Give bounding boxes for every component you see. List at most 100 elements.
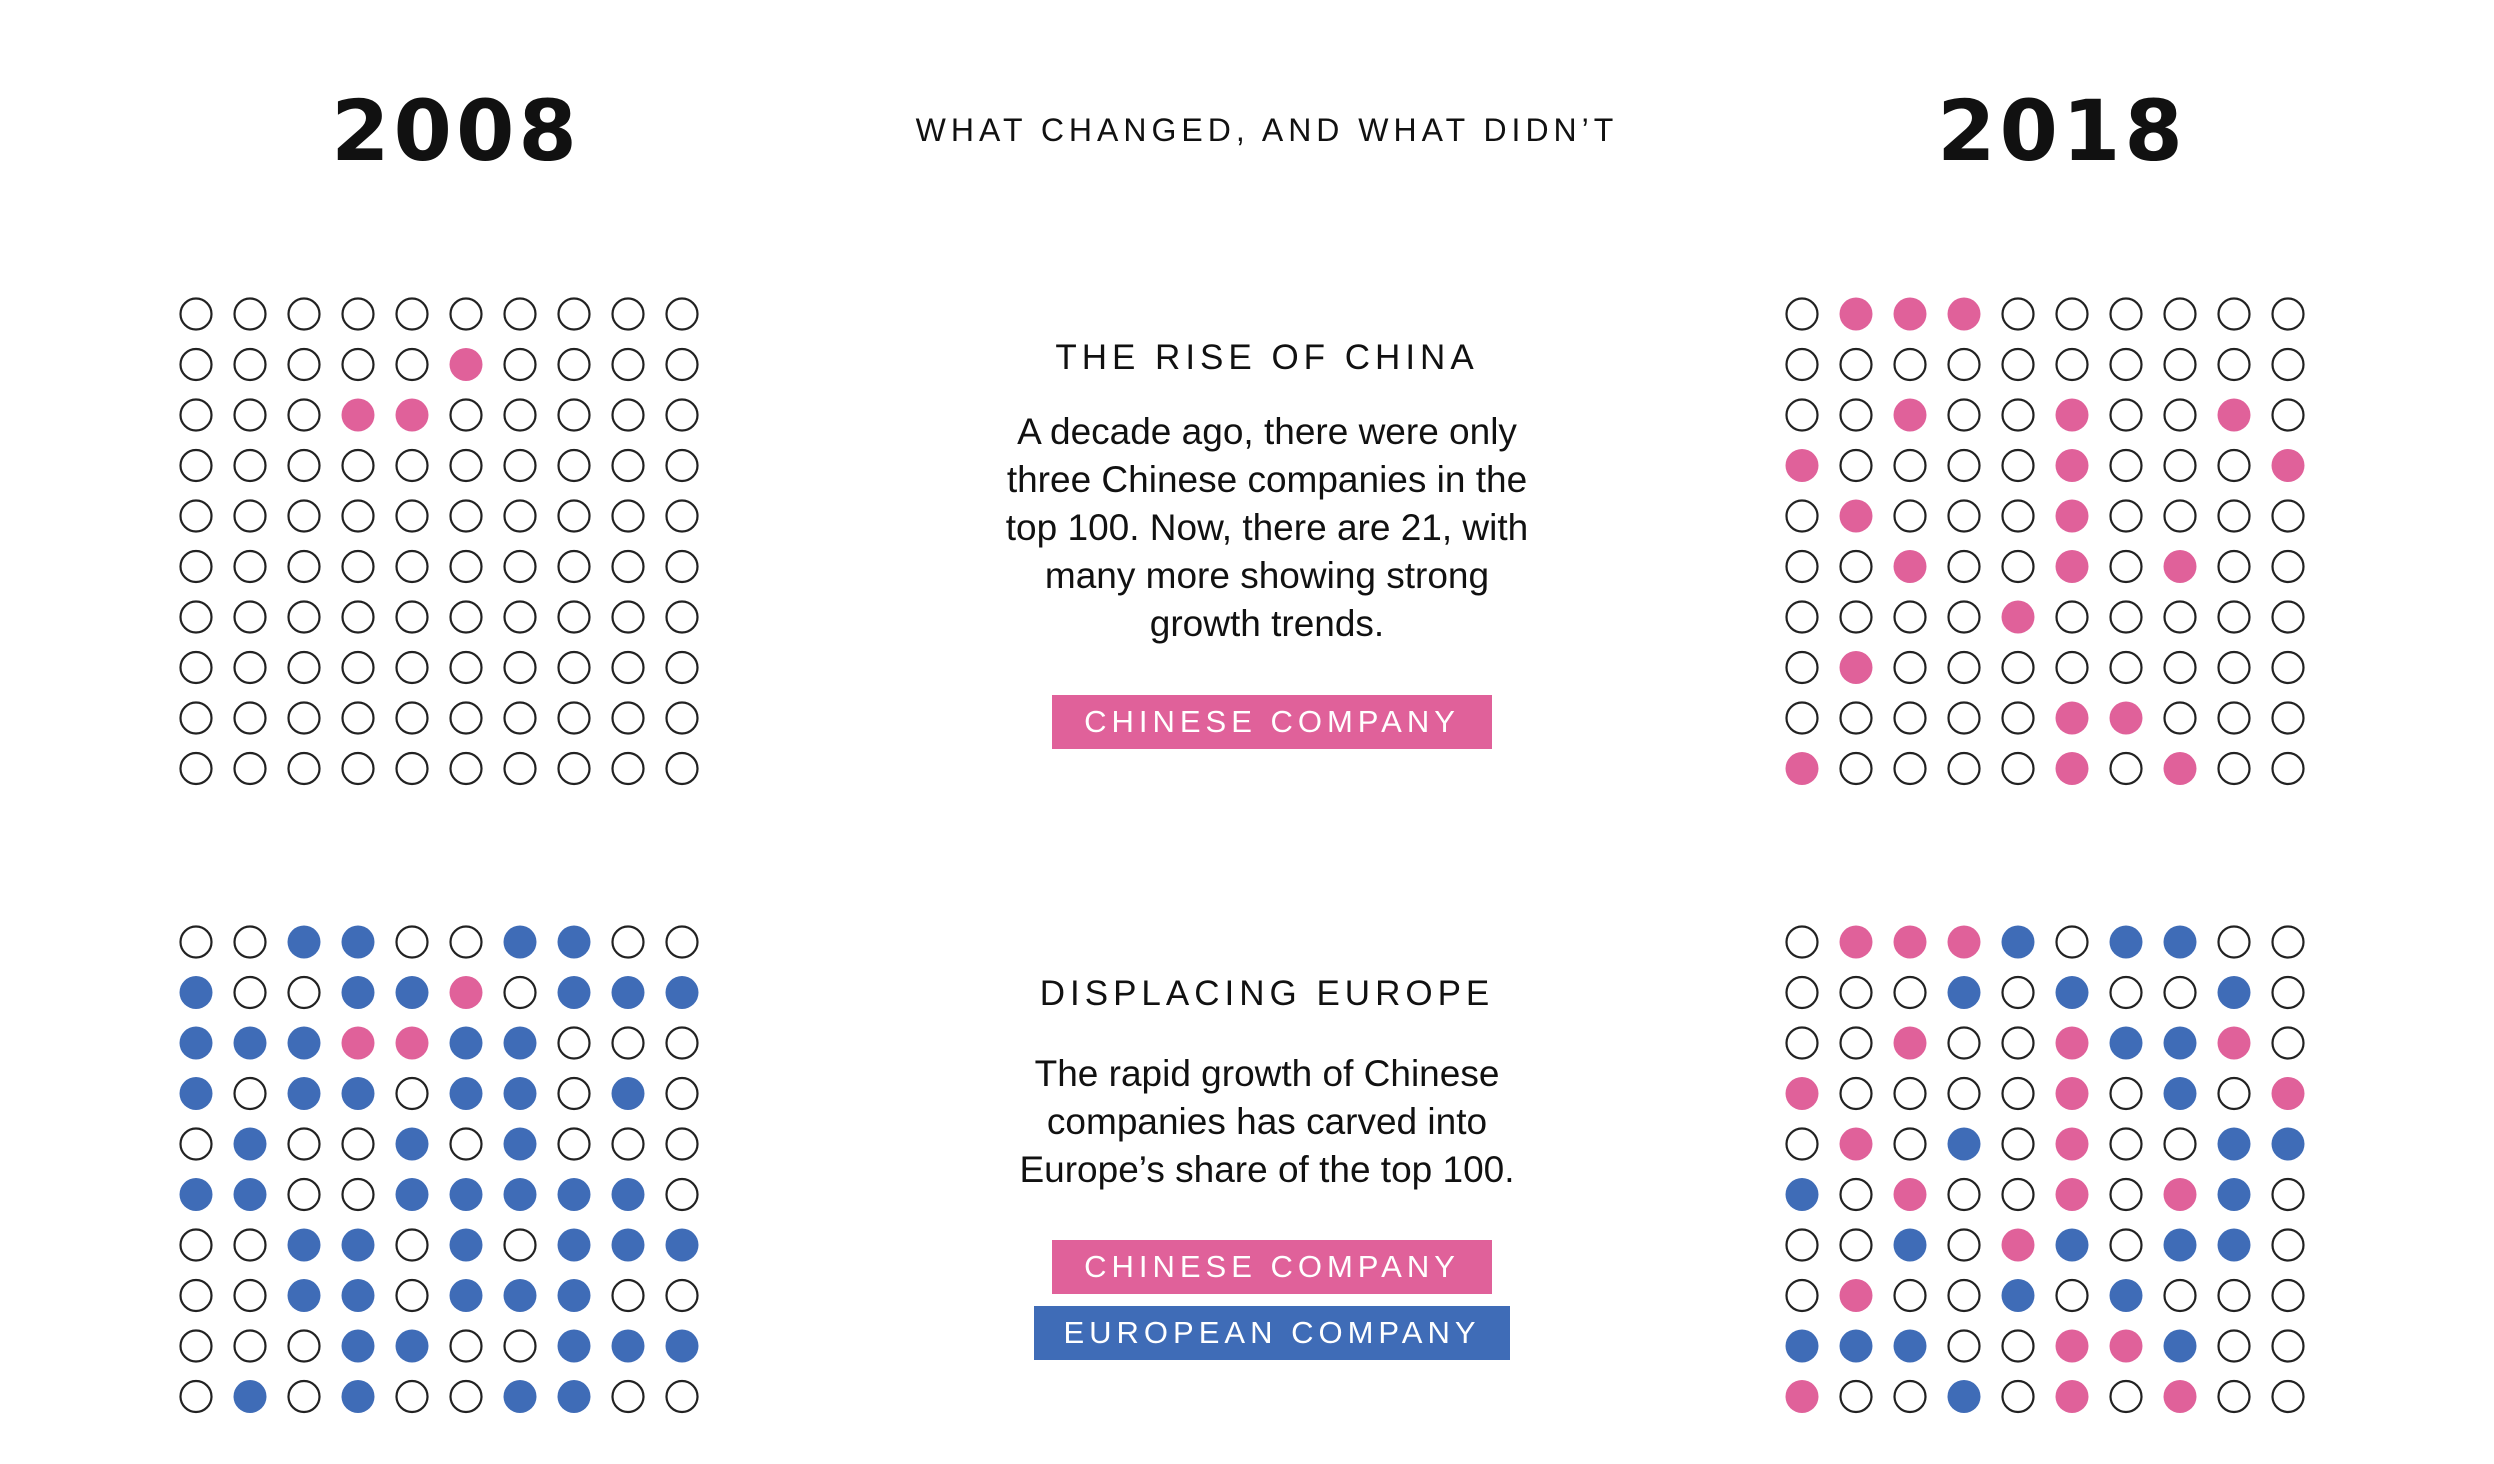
dot-european-company xyxy=(179,1178,213,1211)
dot-european-company xyxy=(611,1178,645,1211)
dot-other-company xyxy=(611,1127,645,1161)
dot-other-company xyxy=(2109,975,2143,1010)
dot-other-company xyxy=(1893,1278,1927,1313)
dot-other-company xyxy=(287,549,321,584)
dot-chinese-company xyxy=(2055,1380,2089,1413)
dot-european-company xyxy=(341,1279,375,1312)
dot-other-company xyxy=(287,650,321,685)
dot-chinese-company xyxy=(1839,297,1873,331)
dot-other-company xyxy=(503,650,537,685)
dot-other-company xyxy=(557,600,591,634)
body-line: many more showing strong xyxy=(1044,555,1490,596)
dot-other-company xyxy=(2163,1278,2197,1313)
dot-other-company xyxy=(395,925,429,959)
dot-other-company xyxy=(2001,347,2035,382)
dot-other-company xyxy=(2163,448,2197,483)
dot-other-company xyxy=(503,600,537,634)
dot-other-company xyxy=(1839,1026,1873,1060)
dot-chinese-company xyxy=(1839,1279,1873,1312)
dot-other-company xyxy=(1785,600,1819,634)
dot-other-company xyxy=(665,347,699,382)
dot-other-company xyxy=(2271,975,2305,1010)
dot-other-company xyxy=(179,1127,213,1161)
dot-other-company xyxy=(1839,1177,1873,1212)
dot-other-company xyxy=(341,600,375,634)
body-line: three Chinese companies in the xyxy=(1006,459,1528,500)
dot-other-company xyxy=(1785,297,1819,331)
dot-other-company xyxy=(1947,751,1981,786)
dot-european-company xyxy=(449,1026,483,1060)
body-line: The rapid growth of Chinese xyxy=(1034,1053,1500,1094)
dot-other-company xyxy=(557,1026,591,1060)
dot-other-company xyxy=(179,347,213,382)
dot-other-company xyxy=(233,650,267,685)
dot-other-company xyxy=(2163,600,2197,634)
dot-european-company xyxy=(611,1228,645,1262)
dot-other-company xyxy=(449,398,483,432)
dot-other-company xyxy=(2001,975,2035,1010)
dot-european-company xyxy=(1785,1329,1819,1363)
dot-european-company xyxy=(2271,1127,2305,1161)
dot-other-company xyxy=(503,1329,537,1363)
dot-other-company xyxy=(611,297,645,331)
dot-other-company xyxy=(341,1177,375,1212)
dot-other-company xyxy=(2109,1076,2143,1111)
dot-other-company xyxy=(233,499,267,533)
dot-chinese-company xyxy=(449,976,483,1009)
dot-european-company xyxy=(449,1178,483,1211)
dot-other-company xyxy=(1785,398,1819,432)
dot-other-company xyxy=(1839,701,1873,735)
dot-other-company xyxy=(1785,650,1819,685)
dot-chinese-company xyxy=(2055,1127,2089,1161)
dot-other-company xyxy=(1893,701,1927,735)
dot-other-company xyxy=(449,600,483,634)
dot-european-company xyxy=(1839,1329,1873,1363)
dot-european-company xyxy=(611,1077,645,1110)
dot-chinese-company xyxy=(2163,752,2197,785)
dot-european-company xyxy=(341,1077,375,1110)
dot-other-company xyxy=(2055,650,2089,685)
dot-chinese-company xyxy=(2163,550,2197,583)
dot-chinese-company xyxy=(341,1026,375,1060)
dot-other-company xyxy=(179,297,213,331)
dot-chinese-company xyxy=(1947,297,1981,331)
dot-other-company xyxy=(2001,1076,2035,1111)
dot-other-company xyxy=(2271,347,2305,382)
dot-other-company xyxy=(395,448,429,483)
dot-other-company xyxy=(2055,600,2089,634)
dot-european-company xyxy=(1947,976,1981,1009)
dot-european-company xyxy=(503,1380,537,1413)
dot-other-company xyxy=(1785,1228,1819,1262)
dot-european-company xyxy=(611,976,645,1009)
dot-european-company xyxy=(449,1279,483,1312)
dot-other-company xyxy=(2001,1026,2035,1060)
dot-european-company xyxy=(395,1127,429,1161)
body-line: A decade ago, there were only xyxy=(1017,411,1517,452)
dot-other-company xyxy=(1893,1127,1927,1161)
dot-other-company xyxy=(557,751,591,786)
dot-other-company xyxy=(611,1026,645,1060)
dot-chinese-company xyxy=(2163,1178,2197,1211)
dot-other-company xyxy=(2001,448,2035,483)
body-line: companies has carved into xyxy=(1046,1101,1488,1142)
dot-european-company xyxy=(665,1329,699,1363)
dot-other-company xyxy=(395,600,429,634)
dot-other-company xyxy=(2109,1177,2143,1212)
dot-european-company xyxy=(287,925,321,959)
dot-other-company xyxy=(1839,448,1873,483)
dot-other-company xyxy=(2217,1329,2251,1363)
dot-other-company xyxy=(287,398,321,432)
dot-other-company xyxy=(665,600,699,634)
dot-chinese-company xyxy=(449,348,483,381)
dot-other-company xyxy=(449,499,483,533)
dot-european-company xyxy=(503,1127,537,1161)
dot-other-company xyxy=(233,398,267,432)
dot-other-company xyxy=(2217,701,2251,735)
dot-other-company xyxy=(2217,1379,2251,1414)
dot-other-company xyxy=(1947,1228,1981,1262)
dot-other-company xyxy=(2271,650,2305,685)
legend-tag-european-company: EUROPEAN COMPANY xyxy=(1034,1306,1510,1360)
dot-other-company xyxy=(233,1329,267,1363)
dot-other-company xyxy=(179,751,213,786)
dot-other-company xyxy=(2001,751,2035,786)
